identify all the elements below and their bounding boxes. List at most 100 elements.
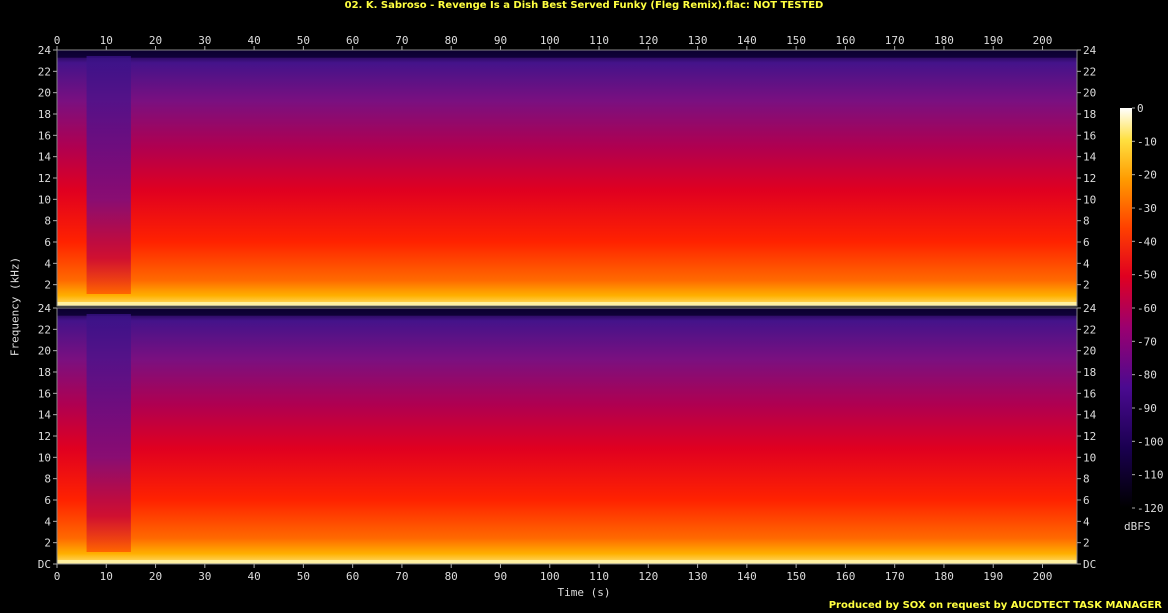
y-tick-label: 20 [1083,345,1096,358]
y-tick-label: 6 [1083,236,1090,249]
y-tick-label: 4 [44,257,51,270]
y-tick-label: 18 [1083,366,1096,379]
y-tick-label: 24 [38,302,52,315]
x-tick-label: 150 [786,34,806,47]
y-tick-label: 12 [38,172,51,185]
colorbar-tick-label: -70 [1137,335,1157,348]
x-tick-label: 80 [445,570,458,583]
x-tick-label: 100 [540,570,560,583]
x-tick-label: 140 [737,34,757,47]
x-tick-label: 70 [395,570,408,583]
x-tick-label: 160 [835,34,855,47]
x-tick-label: 60 [346,570,359,583]
y-tick-label: 16 [1083,129,1096,142]
x-tick-label: 130 [688,34,708,47]
x-tick-label: 10 [100,34,113,47]
x-tick-label: 160 [835,570,855,583]
y-tick-label: 2 [1083,279,1090,292]
spectrogram-area [57,308,1077,564]
x-tick-label: 200 [1033,570,1053,583]
x-tick-label: 140 [737,570,757,583]
colorbar-tick-label: -90 [1137,402,1157,415]
x-tick-label: 20 [149,570,162,583]
y-tick-label: DC [1083,558,1096,571]
x-tick-label: 40 [247,570,260,583]
y-tick-label: 22 [1083,323,1096,336]
y-tick-label: 18 [38,108,51,121]
x-tick-label: 120 [638,570,658,583]
y-tick-label: 14 [38,409,52,422]
colorbar-tick-label: -110 [1137,469,1164,482]
spectrogram-top-band [57,50,1077,58]
x-tick-label: 180 [934,570,954,583]
colorbar-tick-label: -100 [1137,435,1164,448]
spectrogram-area [57,50,1077,306]
spectrogram-intro-region [86,314,131,552]
colorbar-tick-label: -10 [1137,135,1157,148]
x-tick-label: 90 [494,570,507,583]
y-tick-label: 4 [44,515,51,528]
y-tick-label: 6 [1083,494,1090,507]
spectrogram-dc-line [57,302,1077,306]
y-tick-label: 2 [44,279,51,292]
y-tick-label: 18 [38,366,51,379]
x-tick-label: 100 [540,34,560,47]
x-tick-label: 10 [100,570,113,583]
x-tick-label: 50 [297,34,310,47]
x-tick-label: 190 [983,34,1003,47]
y-tick-label: 4 [1083,515,1090,528]
y-tick-label: 14 [1083,409,1097,422]
x-tick-label: 110 [589,570,609,583]
y-tick-label: 10 [1083,451,1096,464]
spectrogram-top-band [57,308,1077,316]
y-tick-label: 14 [1083,151,1097,164]
colorbar-tick-label: -120 [1137,502,1164,515]
y-tick-label: 14 [38,151,52,164]
colorbar-tick-label: -50 [1137,269,1157,282]
y-axis-label: Frequency (kHz) [8,256,22,357]
x-tick-label: 180 [934,34,954,47]
y-tick-label: 20 [1083,87,1096,100]
y-tick-label: 8 [44,215,51,228]
y-tick-label: 8 [1083,473,1090,486]
y-tick-label: 12 [1083,172,1096,185]
y-tick-label: 6 [44,494,51,507]
x-tick-label: 150 [786,570,806,583]
x-tick-label: 80 [445,34,458,47]
y-tick-label: 12 [38,430,51,443]
colorbar-label: dBFS [1124,520,1151,533]
colorbar-tick-label: -60 [1137,302,1157,315]
colorbar-tick-label: -20 [1137,169,1157,182]
y-tick-label: 20 [38,345,51,358]
x-tick-label: 40 [247,34,260,47]
x-tick-label: 170 [885,34,905,47]
x-tick-label: 170 [885,570,905,583]
x-tick-label: 190 [983,570,1003,583]
x-tick-label: 120 [638,34,658,47]
chart-title: 02. K. Sabroso - Revenge Is a Dish Best … [344,0,824,11]
y-tick-label: 16 [1083,387,1096,400]
colorbar-tick-label: 0 [1137,102,1144,115]
x-tick-label: 130 [688,570,708,583]
colorbar-tick-label: -30 [1137,202,1157,215]
colorbar-tick-label: -40 [1137,235,1157,248]
y-tick-label: 22 [38,65,51,78]
colorbar-scale [1120,108,1132,508]
y-tick-label: 20 [38,87,51,100]
y-tick-label: 22 [1083,65,1096,78]
y-tick-label: 6 [44,236,51,249]
x-tick-label: 0 [54,570,61,583]
y-tick-label: 10 [38,193,51,206]
x-axis-label: Time (s) [557,586,611,599]
y-tick-label: 22 [38,323,51,336]
x-tick-label: 50 [297,570,310,583]
footer-credit: Produced by SOX on request by AUCDTECT T… [828,600,1162,611]
y-tick-label: 8 [44,473,51,486]
y-tick-label: 2 [1083,537,1090,550]
colorbar-tick-label: -80 [1137,369,1157,382]
x-tick-label: 30 [198,570,211,583]
x-tick-label: 200 [1033,34,1053,47]
spectrogram-intro-region [86,56,131,294]
